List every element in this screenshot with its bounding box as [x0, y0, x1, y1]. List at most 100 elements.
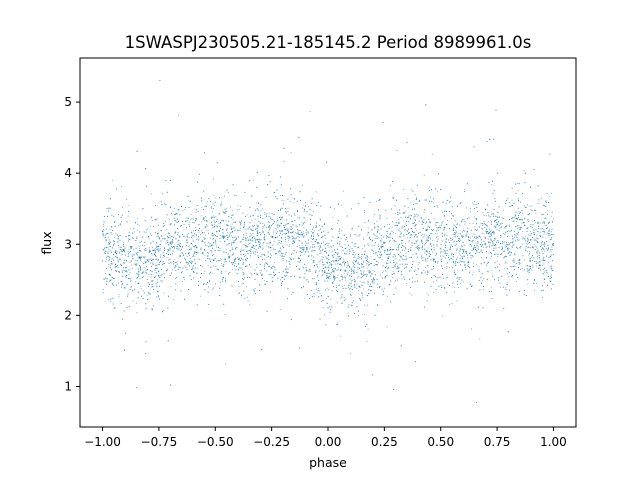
data-point: [154, 219, 156, 221]
data-point: [212, 238, 214, 240]
data-point: [268, 228, 270, 230]
data-point: [263, 263, 265, 265]
data-point: [240, 224, 241, 226]
data-point: [472, 271, 474, 273]
data-point: [361, 266, 363, 268]
data-point: [196, 219, 197, 221]
data-point: [536, 237, 538, 239]
data-point: [489, 258, 491, 260]
data-point: [316, 264, 318, 266]
data-point: [319, 292, 321, 294]
data-point: [454, 232, 456, 234]
data-point: [302, 235, 304, 237]
data-point: [327, 272, 329, 274]
data-point: [549, 266, 551, 268]
data-point: [507, 250, 509, 252]
data-point: [246, 236, 248, 238]
data-point: [322, 257, 324, 258]
data-point: [470, 237, 472, 239]
data-point: [529, 258, 531, 259]
data-point: [249, 249, 251, 251]
data-point: [399, 255, 401, 257]
data-point: [393, 262, 395, 264]
data-point: [201, 221, 203, 223]
data-point: [411, 234, 412, 236]
data-point: [378, 244, 380, 246]
data-point: [261, 270, 263, 272]
data-point: [435, 255, 437, 257]
data-point: [167, 251, 169, 253]
data-point: [458, 237, 459, 239]
data-point: [247, 228, 249, 230]
data-point: [446, 266, 448, 267]
data-point: [528, 254, 530, 256]
data-point: [343, 273, 345, 275]
data-point: [363, 239, 365, 241]
data-point: [474, 229, 476, 231]
data-point: [406, 237, 408, 239]
data-point: [459, 250, 461, 252]
data-point: [550, 254, 552, 256]
data-point: [486, 251, 487, 253]
data-point: [480, 250, 482, 252]
data-point: [430, 221, 432, 223]
data-point: [324, 314, 325, 316]
data-point: [173, 267, 175, 269]
data-point: [427, 258, 429, 259]
data-point: [520, 268, 522, 270]
data-point: [541, 264, 543, 266]
data-point: [341, 294, 343, 296]
data-point: [313, 243, 315, 245]
data-point: [363, 272, 364, 274]
data-point: [487, 212, 489, 213]
data-point: [363, 281, 365, 283]
data-point: [419, 220, 421, 222]
data-point: [145, 259, 147, 261]
data-point: [279, 254, 281, 256]
data-point: [188, 249, 190, 250]
data-point: [393, 259, 394, 261]
data-point: [103, 223, 104, 225]
data-point: [413, 232, 415, 234]
data-point: [497, 256, 499, 258]
data-point: [362, 296, 364, 298]
data-point: [506, 244, 507, 246]
data-point: [545, 201, 547, 203]
data-point: [454, 226, 456, 228]
data-point: [104, 272, 106, 274]
data-point: [104, 234, 106, 236]
data-point: [210, 201, 211, 203]
data-point: [167, 259, 169, 261]
data-point: [550, 251, 552, 253]
data-point: [526, 228, 528, 229]
data-point: [289, 256, 291, 258]
data-point: [224, 208, 226, 210]
data-point: [329, 276, 331, 278]
data-point: [143, 256, 145, 258]
data-point: [552, 242, 554, 244]
data-point: [467, 239, 469, 241]
data-point: [437, 269, 439, 271]
data-point: [130, 227, 132, 229]
data-point: [152, 258, 154, 260]
data-point: [550, 237, 552, 239]
data-point: [542, 236, 544, 238]
data-point: [254, 288, 256, 289]
data-point: [281, 236, 282, 238]
data-point: [326, 302, 328, 304]
data-point: [207, 229, 209, 231]
data-point: [293, 241, 295, 243]
data-point: [502, 233, 504, 234]
data-point: [492, 230, 494, 232]
data-point: [459, 239, 461, 241]
data-point: [117, 267, 119, 269]
data-point: [358, 203, 360, 205]
data-point: [396, 279, 398, 281]
data-point: [161, 281, 163, 283]
data-point: [299, 247, 301, 248]
data-point: [163, 309, 165, 311]
data-point: [341, 230, 343, 232]
data-point: [305, 250, 306, 252]
data-point: [536, 231, 538, 233]
data-point: [264, 235, 266, 237]
